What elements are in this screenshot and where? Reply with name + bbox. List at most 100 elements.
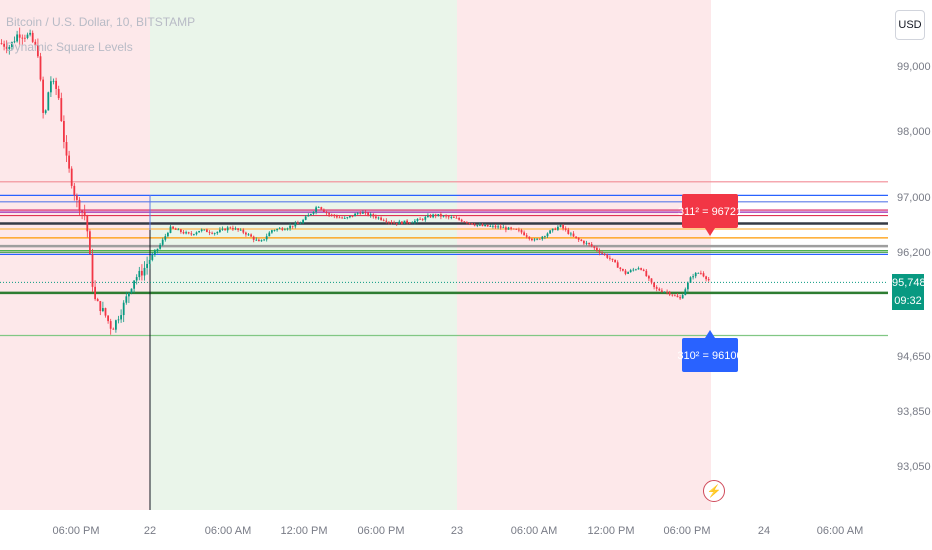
- candle-body: [377, 217, 380, 219]
- candle-body: [299, 223, 302, 225]
- indicator-legend[interactable]: Dynamic Square Levels: [6, 40, 133, 54]
- candle-body: [497, 226, 499, 228]
- candle-body: [458, 218, 460, 220]
- candle-body: [466, 221, 468, 223]
- candle-body: [224, 228, 226, 231]
- candle-body: [419, 218, 421, 220]
- candle-body: [159, 244, 161, 249]
- candle-body: [694, 272, 697, 277]
- candle-body: [515, 228, 518, 230]
- candle-body: [624, 270, 627, 274]
- candle-body: [47, 92, 50, 111]
- currency-button[interactable]: USD: [895, 10, 925, 40]
- candle-body: [70, 168, 73, 186]
- x-tick-label: 24: [758, 525, 770, 537]
- candle-body: [401, 221, 403, 224]
- y-tick-label: 93,850: [897, 406, 931, 418]
- candle-body: [471, 223, 473, 225]
- candle-body: [5, 46, 8, 49]
- candle-body: [622, 268, 624, 271]
- candle-body: [278, 228, 281, 230]
- candle-body: [107, 315, 109, 322]
- candle-body: [510, 227, 512, 229]
- candle-body: [226, 227, 229, 231]
- candle-body: [450, 217, 453, 218]
- candle-body: [533, 239, 536, 241]
- candle-body: [442, 215, 445, 217]
- candle-body: [684, 289, 687, 296]
- candle-body: [312, 211, 315, 214]
- candle-body: [336, 216, 338, 218]
- candle-body: [364, 212, 367, 214]
- candle-body: [50, 81, 52, 93]
- candle-body: [55, 80, 57, 89]
- candle-body: [354, 213, 356, 217]
- candle-body: [512, 228, 515, 230]
- candle-body: [128, 292, 130, 297]
- candle-body: [705, 276, 707, 280]
- candle-body: [655, 287, 658, 289]
- candle-body: [606, 254, 609, 258]
- candle-body: [445, 215, 447, 217]
- lower-square-callout[interactable]: 310² = 96100: [677, 330, 743, 372]
- candle-body: [398, 221, 401, 225]
- candle-body: [78, 199, 81, 211]
- candle-body: [388, 221, 390, 223]
- x-tick-label: 12:00 PM: [587, 525, 634, 537]
- y-tick-label: 99,000: [897, 61, 931, 73]
- candle-body: [115, 320, 117, 330]
- candle-body: [609, 257, 611, 259]
- candle-body: [369, 214, 372, 216]
- candle-body: [411, 222, 414, 224]
- candle-body: [76, 195, 78, 200]
- candle-body: [349, 215, 351, 218]
- countdown-label: 09:32: [892, 292, 924, 310]
- candle-body: [258, 239, 260, 242]
- candle-body: [531, 238, 533, 241]
- candle-body: [151, 254, 154, 260]
- candle-body: [668, 291, 671, 295]
- candle-body: [528, 236, 531, 239]
- candle-body: [375, 216, 377, 219]
- x-tick-label: 06:00 AM: [205, 525, 251, 537]
- candle-body: [182, 232, 185, 234]
- candle-body: [242, 229, 245, 233]
- y-tick-label: 93,050: [897, 461, 931, 473]
- candle-body: [671, 294, 674, 296]
- candle-body: [544, 236, 546, 238]
- candle-body: [146, 263, 148, 268]
- candle-body: [661, 290, 663, 292]
- upper-square-callout-text: 311² = 96721: [678, 206, 742, 218]
- candle-body: [390, 221, 393, 223]
- candle-body: [26, 34, 29, 38]
- candle-body: [185, 232, 187, 234]
- upper-square-callout[interactable]: 311² = 96721: [678, 194, 742, 236]
- candle-body: [96, 299, 99, 302]
- candle-body: [21, 37, 24, 39]
- lightning-bolt-icon[interactable]: ⚡: [703, 480, 725, 502]
- candle-body: [68, 155, 70, 169]
- candle-body: [141, 270, 143, 276]
- candle-body: [403, 220, 406, 224]
- session-zone: [0, 0, 150, 510]
- candle-body: [666, 291, 668, 293]
- candle-body: [265, 236, 268, 240]
- candle-body: [572, 233, 575, 237]
- candle-body: [255, 239, 258, 241]
- candle-body: [406, 220, 408, 223]
- candle-body: [518, 229, 520, 231]
- candle-body: [473, 224, 476, 226]
- candle-body: [697, 272, 700, 274]
- last-price-label: 95,748: [892, 274, 926, 292]
- time-axis-area: [0, 510, 932, 550]
- x-tick-label: 06:00 PM: [663, 525, 710, 537]
- candle-body: [37, 45, 39, 57]
- candle-body: [385, 220, 388, 222]
- upper-square-callout-box: [682, 194, 738, 228]
- candle-body: [414, 220, 416, 223]
- candle-body: [211, 232, 213, 234]
- candle-body: [104, 308, 107, 316]
- candle-body: [31, 32, 34, 42]
- x-tick-label: 23: [451, 525, 463, 537]
